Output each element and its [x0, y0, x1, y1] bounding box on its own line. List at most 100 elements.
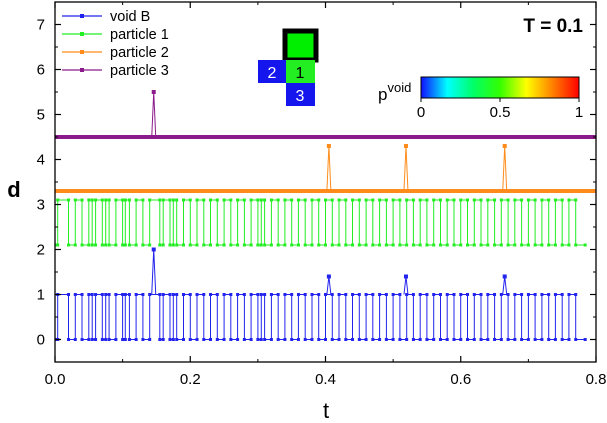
data-point	[364, 198, 368, 202]
temperature-annotation: T = 0.1	[523, 16, 583, 37]
data-point	[229, 293, 233, 296]
data-point	[94, 243, 98, 247]
data-point	[73, 243, 77, 247]
data-point	[148, 338, 152, 341]
data-point	[513, 243, 517, 247]
data-point	[104, 293, 108, 296]
data-point	[188, 338, 192, 341]
data-point	[432, 293, 436, 296]
data-point	[161, 293, 165, 296]
data-point	[452, 293, 456, 296]
legend-label: particle 2	[110, 45, 169, 61]
legend-marker	[80, 32, 84, 36]
data-point	[452, 243, 456, 247]
data-point	[533, 198, 537, 202]
data-point	[56, 243, 60, 247]
colorbar-tick-label: 1	[575, 104, 583, 121]
data-point	[80, 243, 84, 247]
x-tick-label: 0.4	[315, 371, 336, 388]
data-point	[506, 198, 510, 202]
data-point	[236, 198, 240, 202]
data-point	[371, 243, 375, 247]
data-point	[324, 243, 327, 247]
colorbar-tick-label: 0	[417, 104, 425, 121]
data-point	[344, 293, 348, 296]
data-point	[90, 243, 94, 247]
data-point	[506, 338, 510, 341]
data-point	[141, 338, 145, 341]
data-point	[445, 338, 449, 341]
data-point	[175, 293, 179, 296]
data-point	[445, 198, 449, 202]
data-point	[188, 198, 192, 202]
data-point	[560, 243, 564, 247]
data-point	[259, 338, 263, 341]
data-point	[411, 293, 415, 296]
data-point	[526, 198, 530, 202]
legend-marker	[80, 68, 84, 72]
data-point	[405, 243, 409, 247]
data-point	[263, 243, 267, 247]
data-point	[236, 243, 240, 247]
data-point	[574, 293, 578, 296]
data-point	[351, 338, 355, 341]
data-point	[303, 293, 307, 296]
data-point	[158, 198, 162, 202]
data-point	[438, 293, 442, 296]
data-point	[158, 293, 162, 296]
data-point	[357, 198, 361, 202]
colorbar-gradient	[420, 76, 580, 99]
data-point	[499, 243, 503, 247]
data-point	[486, 338, 490, 341]
data-point	[87, 293, 91, 296]
data-point	[171, 198, 175, 202]
data-point	[123, 338, 127, 341]
legend-label: particle 1	[110, 27, 169, 43]
data-point	[445, 293, 449, 296]
data-point	[249, 243, 253, 247]
data-point	[127, 198, 131, 202]
void-site-marker	[282, 28, 319, 63]
data-point	[553, 198, 557, 202]
y-tick-label: 4	[37, 152, 45, 169]
colorbar-label-sup: void	[387, 80, 411, 95]
data-point	[432, 198, 436, 202]
data-point	[506, 243, 510, 247]
data-point	[141, 293, 145, 296]
data-point	[171, 293, 175, 296]
series-layer	[55, 90, 596, 341]
data-point	[411, 338, 415, 341]
data-point	[90, 338, 94, 341]
data-point	[148, 293, 152, 296]
axes-layer: 0.0 0.2 0.4 0.6 0.8 0 1 2 3 4 5 6 7	[37, 1, 606, 388]
data-point	[425, 243, 429, 247]
data-point	[405, 338, 409, 341]
data-point	[94, 198, 98, 202]
data-point	[73, 338, 77, 341]
data-point	[384, 198, 388, 202]
data-point	[202, 338, 206, 341]
data-point	[229, 338, 233, 341]
data-point	[371, 338, 375, 341]
data-point	[168, 338, 172, 341]
data-point	[567, 338, 571, 341]
data-point	[330, 198, 334, 202]
data-point	[310, 293, 314, 296]
data-point	[357, 293, 361, 296]
data-point	[171, 243, 175, 247]
data-point	[276, 198, 280, 202]
data-point	[141, 243, 145, 247]
data-point	[378, 243, 382, 247]
data-point	[121, 293, 125, 296]
y-tick-label: 7	[37, 17, 45, 34]
data-point	[80, 338, 84, 341]
data-point	[337, 198, 341, 202]
data-point	[263, 293, 267, 296]
data-point	[411, 198, 415, 202]
data-point	[73, 198, 77, 202]
site-2-label: 2	[268, 65, 277, 82]
data-point	[391, 293, 395, 296]
data-point	[553, 293, 557, 296]
site-1-label: 1	[296, 65, 305, 82]
